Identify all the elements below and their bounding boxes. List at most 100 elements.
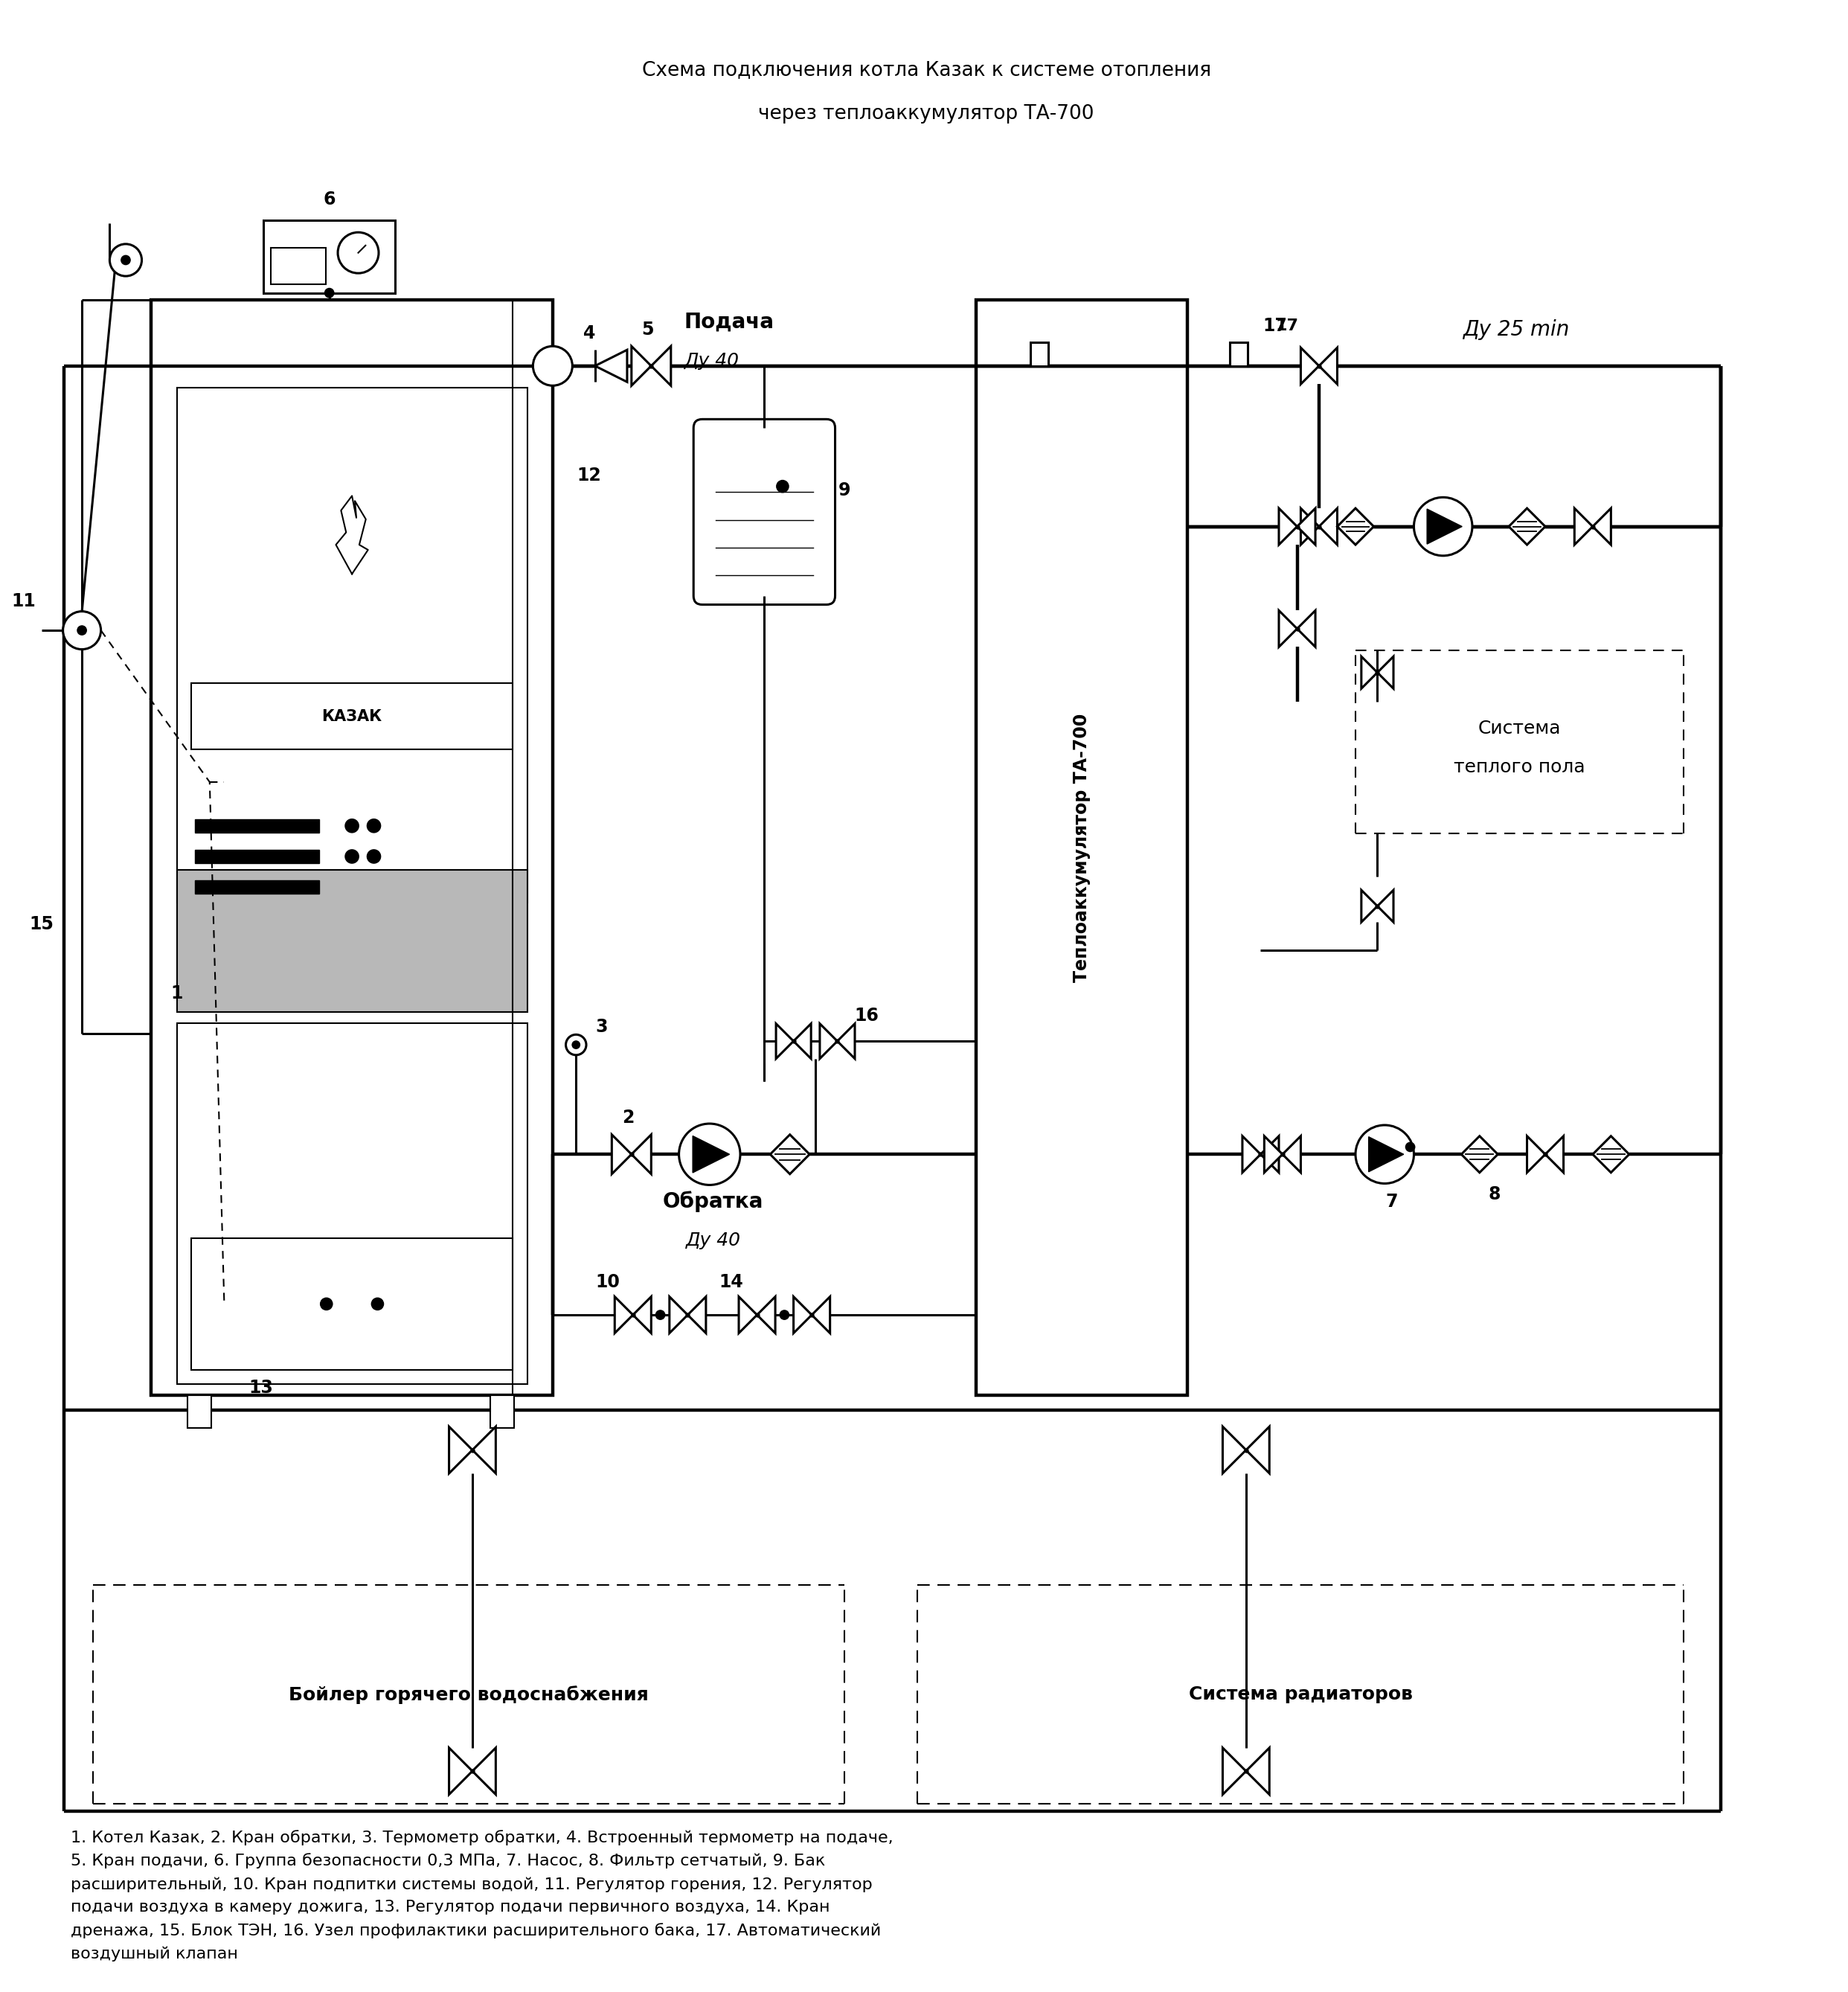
Polygon shape: [1369, 1137, 1404, 1171]
Text: теплого пола: теплого пола: [1454, 759, 1586, 777]
Text: 6: 6: [323, 191, 336, 209]
Text: Ду 25 min: Ду 25 min: [1464, 319, 1569, 341]
Text: Схема подключения котла Казак к системе отопления: Схема подключения котла Казак к системе …: [641, 60, 1210, 80]
Bar: [196, 851, 320, 863]
Bar: [264, 219, 395, 293]
Polygon shape: [449, 1426, 473, 1474]
Circle shape: [776, 480, 789, 492]
Polygon shape: [1319, 349, 1338, 384]
Bar: [192, 1239, 512, 1370]
Circle shape: [323, 287, 334, 299]
Bar: [196, 819, 320, 833]
Text: 17: 17: [1262, 317, 1288, 335]
Polygon shape: [1462, 1135, 1499, 1173]
Polygon shape: [821, 1024, 837, 1058]
Polygon shape: [1297, 508, 1316, 544]
Bar: [152, 301, 553, 1394]
Text: 1: 1: [170, 984, 183, 1002]
Polygon shape: [1283, 1135, 1301, 1173]
Text: 11: 11: [11, 592, 35, 610]
Polygon shape: [758, 1297, 776, 1333]
Circle shape: [78, 625, 87, 635]
Circle shape: [63, 612, 102, 649]
Polygon shape: [739, 1297, 758, 1333]
Text: 14: 14: [719, 1273, 743, 1291]
Text: Обратка: Обратка: [663, 1191, 763, 1213]
Polygon shape: [793, 1297, 811, 1333]
Bar: [1031, 343, 1048, 367]
Bar: [188, 1394, 211, 1428]
Polygon shape: [776, 1024, 793, 1058]
Text: 10: 10: [595, 1273, 619, 1291]
Polygon shape: [669, 1297, 687, 1333]
Polygon shape: [1242, 1135, 1260, 1173]
Polygon shape: [1526, 1135, 1545, 1173]
Polygon shape: [615, 1297, 634, 1333]
Polygon shape: [837, 1024, 856, 1058]
Polygon shape: [1593, 508, 1611, 544]
Polygon shape: [632, 1135, 650, 1173]
Text: 1. Котел Казак, 2. Кран обратки, 3. Термометр обратки, 4. Встроенный термометр н: 1. Котел Казак, 2. Кран обратки, 3. Терм…: [70, 1829, 894, 1962]
Polygon shape: [1377, 657, 1393, 689]
Polygon shape: [1279, 508, 1297, 544]
Text: КАЗАК: КАЗАК: [322, 709, 383, 723]
Polygon shape: [1593, 1135, 1630, 1173]
Text: через теплоаккумулятор ТА-700: через теплоаккумулятор ТА-700: [758, 104, 1094, 124]
Circle shape: [1414, 498, 1473, 556]
Polygon shape: [1362, 890, 1377, 922]
Bar: [177, 871, 527, 1012]
Circle shape: [120, 255, 131, 265]
Bar: [1231, 343, 1247, 367]
Polygon shape: [1362, 657, 1377, 689]
Polygon shape: [632, 347, 650, 386]
Circle shape: [366, 849, 381, 865]
Circle shape: [346, 849, 359, 865]
Text: Система радиаторов: Система радиаторов: [1188, 1685, 1412, 1703]
Circle shape: [571, 1040, 580, 1050]
Text: Подача: Подача: [684, 311, 774, 333]
Text: 15: 15: [30, 916, 54, 934]
Circle shape: [678, 1123, 741, 1185]
Polygon shape: [612, 1135, 632, 1173]
Circle shape: [320, 1297, 333, 1311]
Bar: [196, 880, 320, 894]
Bar: [976, 301, 1188, 1394]
Bar: [192, 683, 512, 749]
Polygon shape: [473, 1747, 495, 1795]
Polygon shape: [1427, 510, 1462, 544]
Text: 2: 2: [621, 1110, 634, 1127]
Polygon shape: [1319, 508, 1338, 544]
Text: 5: 5: [641, 321, 654, 339]
Text: 16: 16: [854, 1006, 880, 1024]
Text: Ду 40: Ду 40: [686, 1231, 741, 1249]
Text: Теплоаккумулятор ТА-700: Теплоаккумулятор ТА-700: [1074, 713, 1090, 982]
Circle shape: [656, 1311, 665, 1321]
Text: 8: 8: [1488, 1185, 1501, 1203]
Text: 12: 12: [577, 466, 601, 484]
Polygon shape: [1223, 1747, 1246, 1795]
Polygon shape: [650, 347, 671, 386]
Circle shape: [1404, 1141, 1416, 1151]
Polygon shape: [1508, 508, 1545, 544]
Bar: [490, 1394, 514, 1428]
Polygon shape: [1223, 1426, 1246, 1474]
Text: 4: 4: [584, 325, 595, 343]
Text: 7: 7: [1386, 1193, 1399, 1211]
Circle shape: [338, 233, 379, 273]
Circle shape: [371, 1297, 384, 1311]
Polygon shape: [687, 1297, 706, 1333]
Bar: [177, 1024, 527, 1384]
Text: Ду 40: Ду 40: [684, 353, 739, 371]
Polygon shape: [1246, 1747, 1270, 1795]
Polygon shape: [1260, 1135, 1279, 1173]
Polygon shape: [1377, 890, 1393, 922]
Polygon shape: [1301, 508, 1319, 544]
Polygon shape: [811, 1297, 830, 1333]
Polygon shape: [1301, 349, 1319, 384]
Polygon shape: [1297, 610, 1316, 647]
Text: Бойлер горячего водоснабжения: Бойлер горячего водоснабжения: [288, 1685, 649, 1703]
FancyBboxPatch shape: [693, 418, 835, 606]
Polygon shape: [693, 1135, 730, 1173]
Circle shape: [780, 1311, 789, 1321]
Polygon shape: [1545, 1135, 1563, 1173]
